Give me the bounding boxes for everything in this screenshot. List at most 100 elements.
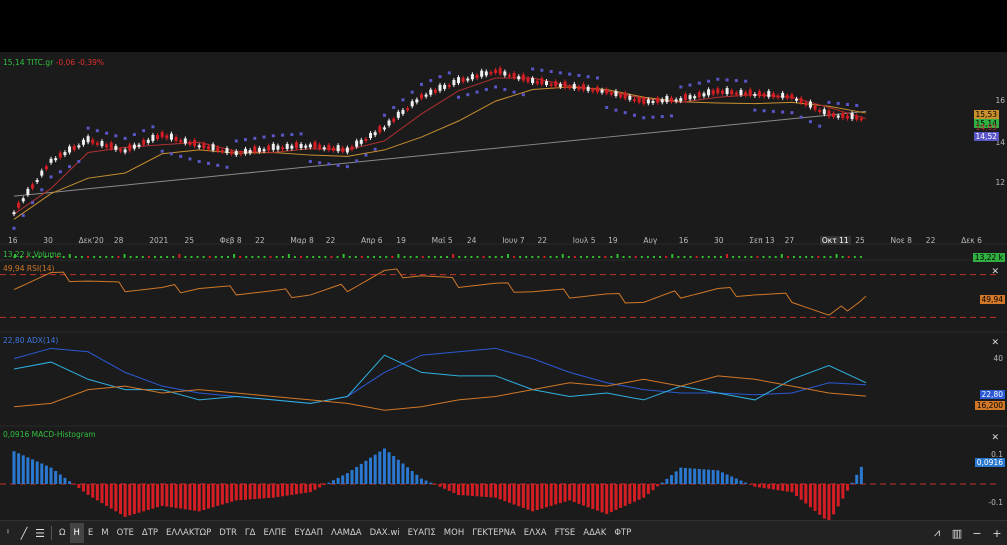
candle-body <box>253 146 257 153</box>
macd-bar <box>841 484 845 499</box>
volume-bar <box>519 256 522 258</box>
volume-bar <box>811 256 814 258</box>
date-tick: 27 <box>784 236 795 245</box>
volume-bar <box>738 256 741 258</box>
macd-bar <box>91 484 95 498</box>
candle-body <box>68 146 72 153</box>
candle-body <box>859 118 863 121</box>
macd-bar <box>466 484 470 496</box>
macd-bar <box>494 484 498 498</box>
symbol-button[interactable]: ΓΔ <box>244 528 256 538</box>
candle-body <box>183 138 187 144</box>
symbol-button[interactable]: ΕΛΛΑΚΤΩΡ <box>166 528 212 538</box>
macd-bar <box>123 484 127 517</box>
macd-bar <box>132 484 136 515</box>
macd-bar <box>415 474 419 484</box>
volume-bar <box>111 256 114 258</box>
candle-body <box>86 136 90 143</box>
macd-bar <box>517 484 521 507</box>
symbol-button[interactable]: ΜΟΗ <box>443 528 465 538</box>
symbol-button[interactable]: ΕΥΑΠΣ <box>407 528 436 538</box>
info-icon[interactable]: ⁱ <box>7 526 9 540</box>
candle-body <box>503 71 507 76</box>
date-tick: Ιουλ 5 <box>572 236 596 245</box>
symbol-button[interactable]: FTSE <box>554 528 576 538</box>
candle-body <box>697 92 701 98</box>
sar-dot <box>336 163 340 167</box>
sar-dot <box>457 95 461 99</box>
symbol-button[interactable]: ΟΤΕ <box>116 528 134 538</box>
line-chart-icon[interactable]: ⩘ <box>933 526 941 539</box>
volume-bar <box>147 256 150 258</box>
candle-body <box>582 84 586 91</box>
candle-body <box>355 140 359 147</box>
candle-body <box>771 93 775 98</box>
symbol-button[interactable]: ΛΑΜΔΑ <box>331 528 362 538</box>
macd-bar <box>674 471 678 484</box>
sar-dot <box>290 133 294 137</box>
symbol-button[interactable]: DTR <box>219 528 237 538</box>
menu-icon[interactable]: ☰ <box>35 526 45 540</box>
symbol-button[interactable]: ΑΔΑΚ <box>583 528 607 538</box>
symbol-button[interactable]: ΓΕΚΤΕΡΝΑ <box>472 528 516 538</box>
date-tick: Οκτ 11 <box>819 236 851 245</box>
candle-body <box>716 88 720 94</box>
date-tick: 19 <box>396 236 406 245</box>
macd-bar <box>345 473 349 484</box>
volume-bar <box>74 256 77 258</box>
symbol-button[interactable]: Ε <box>87 528 94 538</box>
volume-bar <box>293 256 296 258</box>
sar-dot <box>642 116 646 120</box>
symbol-button[interactable]: Η <box>69 523 84 543</box>
candle-body <box>119 149 122 152</box>
candle-body <box>257 147 261 152</box>
candle-body <box>156 135 160 140</box>
symbol-button[interactable]: DAX.wi <box>369 528 400 538</box>
zoom-in-icon[interactable]: + <box>992 526 1002 540</box>
chart-area[interactable]: 15,14 TITC.gr -0,06 -0,39% 16 14 12 15,5… <box>0 52 1007 520</box>
symbol-button[interactable]: ΕΥΔΑΠ <box>294 528 323 538</box>
rsi-close-icon[interactable]: ✕ <box>991 267 999 277</box>
macd-bar <box>785 484 789 492</box>
volume-bar <box>93 256 96 258</box>
symbol-button[interactable]: ΕΛΧΑ <box>523 528 547 538</box>
macd-bar <box>21 455 25 484</box>
candle-body <box>299 143 303 148</box>
draw-line-icon[interactable]: ╱ <box>20 526 28 540</box>
candle-body <box>470 74 474 80</box>
macd-bar <box>257 484 261 499</box>
volume-bar <box>123 254 126 258</box>
volume-bar <box>841 256 844 258</box>
candle-body <box>619 94 623 98</box>
volume-bar <box>646 256 649 258</box>
macd-bar <box>739 480 743 484</box>
macd-bar <box>568 484 572 501</box>
adx-label: 22,80 ADX(14) <box>3 336 59 345</box>
volume-bar <box>640 256 643 258</box>
candle-body <box>512 72 516 78</box>
candle-body <box>322 147 326 150</box>
macd-close-icon[interactable]: ✕ <box>991 433 999 443</box>
symbol-button[interactable]: ΦΤΡ <box>614 528 632 538</box>
candle-body <box>350 146 354 150</box>
adx-close-icon[interactable]: ✕ <box>991 338 999 348</box>
macd-bar <box>572 484 576 503</box>
bar-chart-icon[interactable]: ▥ <box>951 526 963 540</box>
volume-bar <box>26 256 29 258</box>
price-tag-last: 15,14 <box>973 119 999 128</box>
candle-body <box>572 83 576 89</box>
volume-bar <box>732 256 735 258</box>
candle-body <box>628 95 632 100</box>
symbol-button[interactable]: ΔΤΡ <box>141 528 159 538</box>
macd-tick-pos: 0.1 <box>991 450 1003 459</box>
date-tick: 22 <box>325 236 336 245</box>
symbol-button[interactable]: Ω <box>59 528 66 538</box>
macd-bar <box>822 484 826 519</box>
macd-bar <box>716 470 720 484</box>
zoom-out-icon[interactable]: − <box>972 526 982 540</box>
chart-canvas[interactable] <box>0 52 1007 520</box>
candle-body <box>114 145 118 150</box>
symbol-button[interactable]: Μ <box>101 528 109 538</box>
volume-bar <box>257 256 260 258</box>
symbol-button[interactable]: ΕΛΠΕ <box>263 528 287 538</box>
